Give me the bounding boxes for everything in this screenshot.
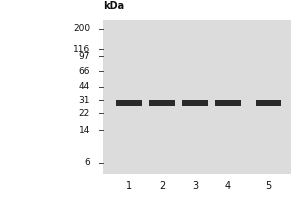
Text: 44: 44 — [79, 82, 90, 91]
Bar — [256, 100, 281, 106]
Text: 4: 4 — [225, 181, 231, 191]
Text: 6: 6 — [84, 158, 90, 167]
Text: 22: 22 — [79, 109, 90, 118]
Text: 1: 1 — [126, 181, 132, 191]
Text: 200: 200 — [73, 24, 90, 33]
Text: 5: 5 — [266, 181, 272, 191]
Text: 66: 66 — [79, 67, 90, 76]
Text: 3: 3 — [192, 181, 198, 191]
Text: 14: 14 — [79, 126, 90, 135]
Text: 97: 97 — [79, 52, 90, 61]
Text: 31: 31 — [79, 96, 90, 105]
Bar — [103, 20, 291, 174]
Bar — [182, 100, 208, 106]
Bar — [215, 100, 241, 106]
Bar — [149, 100, 175, 106]
Text: kDa: kDa — [103, 1, 124, 11]
Text: 116: 116 — [73, 45, 90, 54]
Text: 2: 2 — [159, 181, 165, 191]
Bar — [116, 100, 142, 106]
